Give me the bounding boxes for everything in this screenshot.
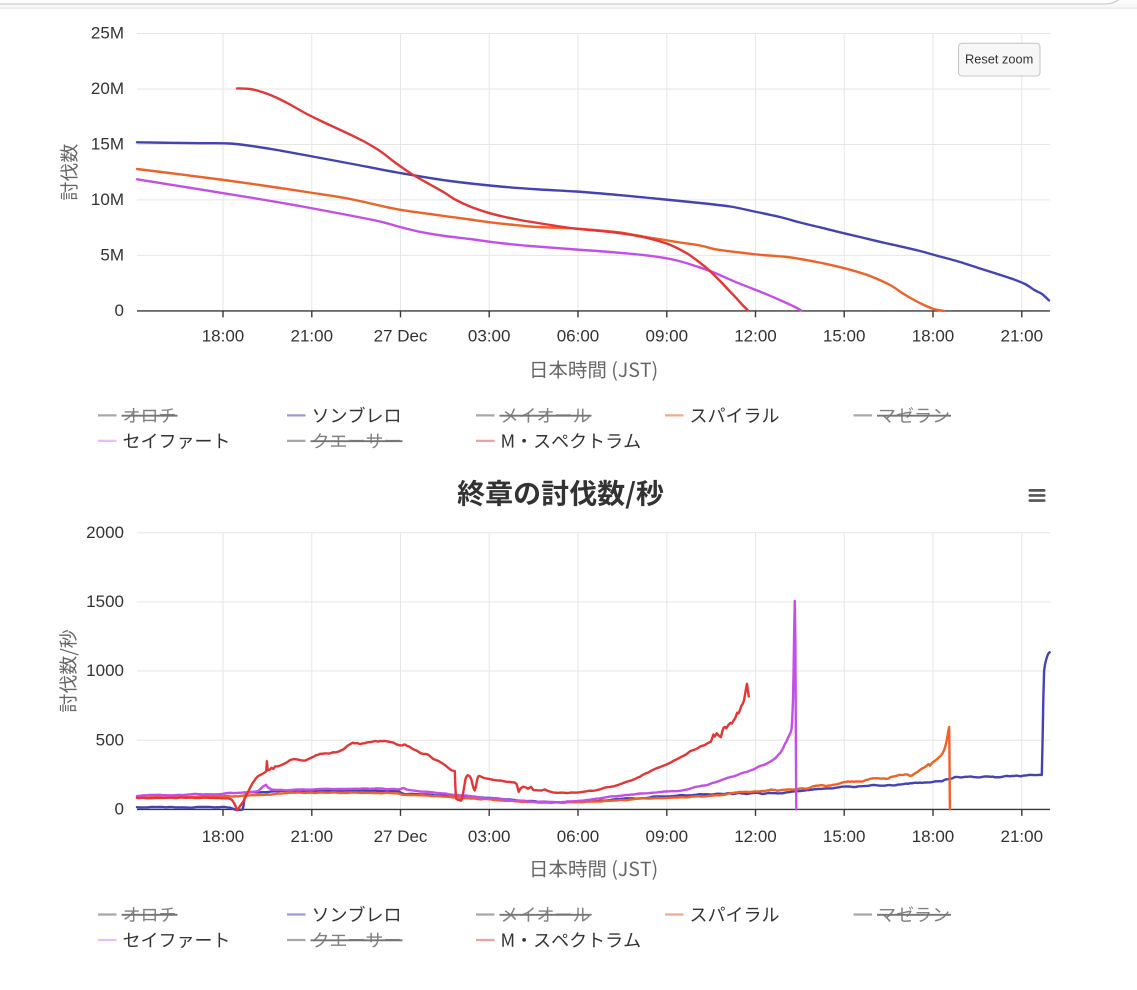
svg-text:12:00: 12:00 bbox=[734, 827, 777, 846]
svg-text:10M: 10M bbox=[91, 190, 124, 209]
svg-text:09:00: 09:00 bbox=[646, 327, 689, 346]
svg-text:03:00: 03:00 bbox=[468, 827, 511, 846]
svg-text:15M: 15M bbox=[91, 135, 124, 154]
svg-text:5M: 5M bbox=[100, 246, 124, 265]
svg-text:18:00: 18:00 bbox=[202, 827, 245, 846]
svg-text:1000: 1000 bbox=[86, 661, 124, 680]
svg-text:500: 500 bbox=[96, 730, 124, 749]
svg-text:09:00: 09:00 bbox=[646, 827, 689, 846]
svg-text:1500: 1500 bbox=[86, 592, 124, 611]
svg-text:25M: 25M bbox=[91, 24, 124, 43]
svg-text:18:00: 18:00 bbox=[202, 327, 245, 346]
svg-text:18:00: 18:00 bbox=[912, 827, 955, 846]
svg-text:21:00: 21:00 bbox=[1001, 827, 1044, 846]
svg-text:03:00: 03:00 bbox=[468, 327, 511, 346]
svg-text:2000: 2000 bbox=[86, 523, 124, 542]
svg-text:06:00: 06:00 bbox=[557, 827, 600, 846]
svg-text:15:00: 15:00 bbox=[823, 827, 866, 846]
svg-text:12:00: 12:00 bbox=[734, 327, 777, 346]
svg-text:0: 0 bbox=[115, 800, 124, 819]
svg-text:Reset zoom: Reset zoom bbox=[965, 52, 1033, 67]
svg-text:27 Dec: 27 Dec bbox=[374, 827, 428, 846]
svg-text:20M: 20M bbox=[91, 79, 124, 98]
svg-text:06:00: 06:00 bbox=[557, 327, 600, 346]
svg-text:21:00: 21:00 bbox=[1001, 327, 1044, 346]
svg-text:21:00: 21:00 bbox=[291, 327, 334, 346]
svg-text:15:00: 15:00 bbox=[823, 327, 866, 346]
svg-text:18:00: 18:00 bbox=[912, 327, 955, 346]
svg-text:21:00: 21:00 bbox=[291, 827, 334, 846]
svg-text:0: 0 bbox=[115, 301, 124, 320]
svg-text:27 Dec: 27 Dec bbox=[374, 327, 428, 346]
